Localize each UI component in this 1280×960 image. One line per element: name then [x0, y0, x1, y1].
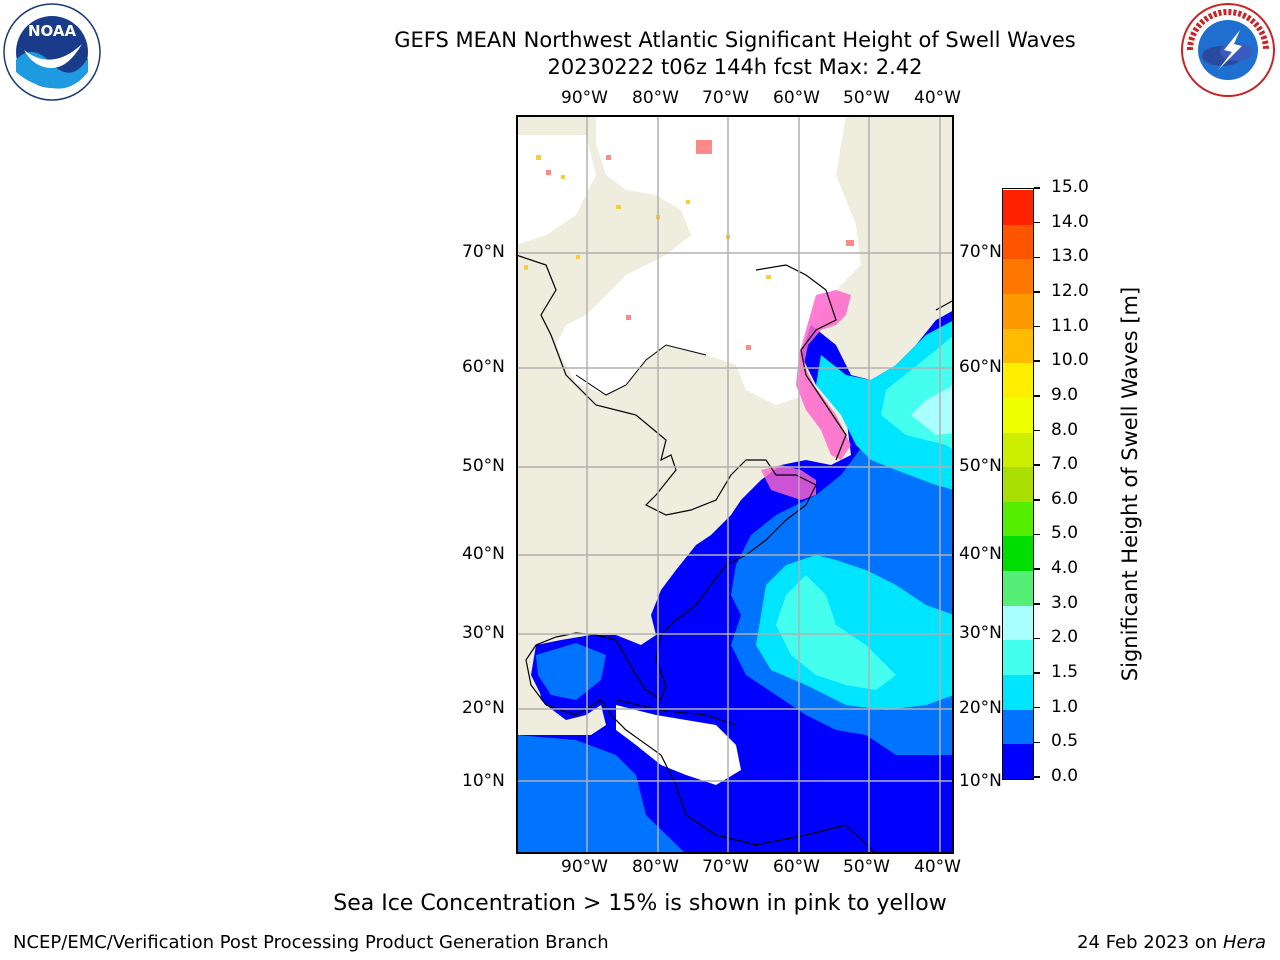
lat-label-left: 10°N — [462, 771, 505, 791]
colorbar-tick-label: 5.0 — [1051, 523, 1079, 544]
colorbar-tick-mark — [1034, 672, 1040, 674]
lat-label-left: 30°N — [462, 623, 505, 643]
colorbar-band — [1003, 536, 1033, 572]
colorbar-tick-label: 8.0 — [1051, 419, 1079, 440]
map-subtitle: 20230222 t06z 144h fcst Max: 2.42 — [547, 55, 923, 79]
colorbar-band — [1003, 640, 1033, 676]
lon-label-top: 50°W — [843, 88, 890, 108]
colorbar-tick-label: 11.0 — [1051, 315, 1089, 336]
lat-label-left: 70°N — [462, 242, 505, 262]
lon-label-bottom: 90°W — [561, 857, 608, 877]
lon-label-top: 80°W — [632, 88, 679, 108]
colorbar-tick-mark — [1034, 741, 1040, 744]
colorbar-tick-mark — [1034, 360, 1040, 362]
colorbar-tick-mark — [1034, 395, 1040, 397]
svg-text:NOAA: NOAA — [28, 22, 77, 40]
map-panel — [515, 115, 955, 855]
colorbar-tick-mark — [1034, 221, 1040, 224]
colorbar-band — [1003, 744, 1033, 779]
colorbar-tick-label: 0.0 — [1051, 766, 1079, 786]
colorbar-tick-label: 12.0 — [1051, 280, 1089, 301]
colorbar-band — [1003, 397, 1033, 433]
colorbar-tick-mark — [1034, 706, 1040, 709]
lat-label-left: 40°N — [462, 544, 505, 564]
lat-label-right: 40°N — [959, 544, 1002, 564]
lon-label-bottom: 40°W — [914, 857, 961, 877]
colorbar-band — [1003, 432, 1033, 468]
map-title: GEFS MEAN Northwest Atlantic Significant… — [394, 28, 1076, 52]
colorbar-tick-label: 6.0 — [1051, 488, 1079, 509]
colorbar-band — [1003, 328, 1033, 364]
colorbar-label-wrap: Significant Height of Swell Waves [m] — [1100, 188, 1160, 780]
lat-label-right: 20°N — [959, 698, 1002, 718]
colorbar-tick-mark — [1034, 429, 1040, 432]
colorbar-tick-label: 2.0 — [1051, 627, 1079, 648]
swell-height-map — [515, 115, 955, 855]
lon-label-top: 60°W — [773, 88, 820, 108]
lon-label-top: 40°W — [914, 88, 961, 108]
ice-caption: Sea Ice Concentration > 15% is shown in … — [333, 891, 947, 916]
colorbar-tick-label: 0.5 — [1051, 731, 1079, 752]
colorbar-tick-mark — [1034, 325, 1040, 328]
colorbar-tick-label: 14.0 — [1051, 211, 1089, 232]
footer-host: Hera — [1222, 932, 1266, 953]
colorbar-tick-label: 9.0 — [1051, 384, 1079, 405]
lat-label-right: 60°N — [959, 357, 1002, 377]
footer-branch: NCEP/EMC/Verification Post Processing Pr… — [13, 932, 609, 953]
colorbar-tick-mark — [1034, 568, 1040, 570]
lon-label-bottom: 60°W — [773, 857, 820, 877]
colorbar-tick-mark — [1034, 256, 1040, 259]
nws-logo-icon — [1178, 0, 1278, 100]
colorbar-tick-label: 1.0 — [1051, 696, 1079, 717]
colorbar-tick-label: 7.0 — [1051, 454, 1079, 475]
lat-label-left: 20°N — [462, 698, 505, 718]
footer-date-text: 24 Feb 2023 on — [1077, 932, 1223, 953]
colorbar — [1002, 188, 1034, 780]
colorbar-tick-mark — [1034, 637, 1040, 640]
colorbar-band — [1003, 363, 1033, 398]
colorbar-tick-label: 10.0 — [1051, 350, 1089, 371]
colorbar-band — [1003, 501, 1033, 537]
colorbar-tick-label: 13.0 — [1051, 246, 1089, 267]
lat-label-right: 70°N — [959, 242, 1002, 262]
colorbar-band — [1003, 224, 1033, 260]
colorbar-tick-label: 4.0 — [1051, 558, 1079, 579]
footer-date: 24 Feb 2023 on Hera — [1077, 932, 1266, 953]
colorbar-band — [1003, 571, 1033, 606]
colorbar-tick-mark — [1034, 776, 1040, 778]
lon-label-bottom: 70°W — [702, 857, 749, 877]
colorbar-tick-label: 3.0 — [1051, 592, 1079, 613]
colorbar-tick-mark — [1034, 187, 1040, 189]
colorbar-tick-mark — [1034, 464, 1040, 466]
colorbar-band — [1003, 467, 1033, 502]
colorbar-tick-mark — [1034, 603, 1040, 605]
colorbar-band — [1003, 259, 1033, 294]
lon-label-top: 90°W — [561, 88, 608, 108]
colorbar-tick-mark — [1034, 499, 1040, 501]
colorbar-tick-label: 15.0 — [1051, 177, 1089, 197]
lat-label-right: 30°N — [959, 623, 1002, 643]
colorbar-band — [1003, 293, 1033, 329]
lat-label-right: 50°N — [959, 456, 1002, 476]
lat-label-left: 50°N — [462, 456, 505, 476]
lat-label-right: 10°N — [959, 771, 1002, 791]
lon-label-top: 70°W — [702, 88, 749, 108]
colorbar-band — [1003, 605, 1033, 641]
colorbar-tick-mark — [1034, 291, 1040, 293]
colorbar-label: Significant Height of Swell Waves [m] — [1118, 286, 1142, 682]
lon-label-bottom: 50°W — [843, 857, 890, 877]
lat-label-left: 60°N — [462, 357, 505, 377]
colorbar-ticks: 0.0 0.5 1.0 1.5 2.0 3.0 4.0 5.0 6.0 7.0 8.0 9.0 10.0… — [1034, 177, 1094, 786]
noaa-logo-icon: NOAA — [2, 2, 102, 102]
colorbar-band — [1003, 190, 1033, 225]
lon-label-bottom: 80°W — [632, 857, 679, 877]
colorbar-band — [1003, 709, 1033, 745]
colorbar-band — [1003, 675, 1033, 710]
colorbar-tick-mark — [1034, 533, 1040, 536]
colorbar-tick-label: 1.5 — [1051, 662, 1079, 683]
